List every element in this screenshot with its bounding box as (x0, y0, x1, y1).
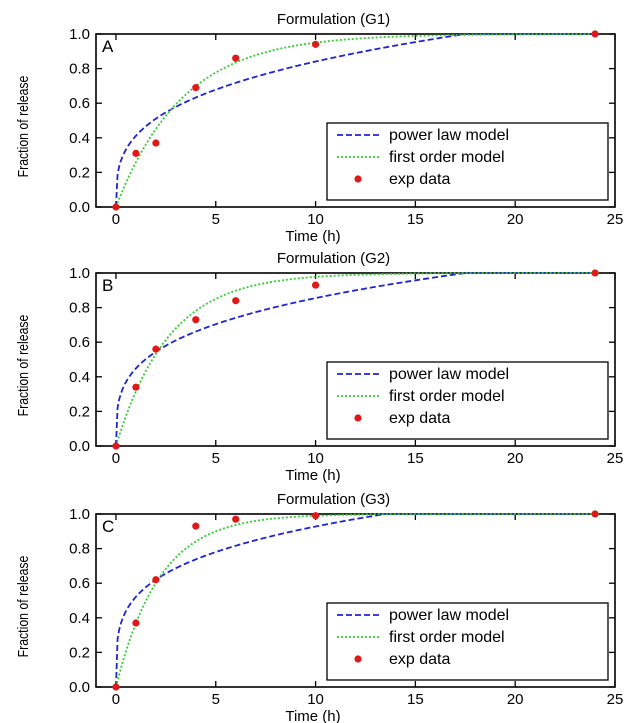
y-tick-label: 0.8 (69, 61, 90, 78)
x-axis-label: Time (h) (285, 467, 340, 484)
exp-data-point (152, 139, 160, 147)
x-tick-label: 5 (212, 450, 220, 467)
legend-swatch-exp-data (354, 655, 362, 663)
y-tick-label: 0.6 (69, 95, 90, 112)
legend-label: first order model (389, 388, 505, 405)
legend-label: exp data (389, 171, 450, 188)
y-tick-label: 0.4 (69, 610, 90, 627)
exp-data-point (591, 269, 599, 277)
x-tick-label: 15 (407, 211, 424, 228)
plot-frame (95, 272, 616, 447)
x-tick-label: 20 (507, 691, 524, 708)
y-tick-label: 0.2 (69, 644, 90, 661)
exp-data-point (311, 281, 320, 289)
legend-label: exp data (389, 410, 450, 427)
exp-data-point (152, 345, 160, 353)
exp-data-point (311, 40, 320, 48)
y-tick-label: 0.8 (69, 300, 90, 317)
x-tick-label: 25 (607, 691, 624, 708)
exp-data-point (192, 316, 200, 324)
chart-panel-a: Formulation (G1) A 0 5 10 15 20 25 0.0 0.2 0.4 0.6 0… (15, 11, 623, 245)
panel-label: C (102, 517, 114, 536)
legend-label: first order model (389, 149, 505, 166)
x-tick-label: 20 (507, 211, 524, 228)
y-tick-label: 0.6 (69, 575, 90, 592)
x-tick-label: 20 (507, 450, 524, 467)
exp-data-point (591, 510, 599, 518)
y-tick-label: 0.4 (69, 130, 90, 147)
chart-title: Formulation (G2) (277, 250, 390, 267)
first-order-curve (115, 513, 600, 688)
exp-data-point (132, 619, 140, 627)
exp-data-point (112, 683, 120, 691)
exp-data-point (591, 30, 599, 38)
x-tick-label: 0 (112, 691, 120, 708)
x-axis-label: Time (h) (285, 708, 340, 723)
y-tick-label: 0.2 (69, 403, 90, 420)
chart-panel-b: Formulation (G2) B 0 5 10 15 20 25 0.0 0.2 0.4 0.6 0… (15, 250, 623, 484)
x-tick-label: 25 (607, 450, 624, 467)
x-tick-label: 5 (212, 691, 220, 708)
y-tick-label: 1.0 (69, 26, 90, 43)
x-tick-label: 25 (607, 211, 624, 228)
y-axis-label: Fraction of release (15, 555, 31, 657)
y-tick-label: 1.0 (69, 506, 90, 523)
x-axis-label: Time (h) (285, 228, 340, 245)
chart-title: Formulation (G3) (277, 491, 390, 508)
y-tick-label: 0.4 (69, 369, 90, 386)
legend-label: power law model (389, 366, 509, 383)
x-tick-label: 5 (212, 211, 220, 228)
x-tick-label: 0 (112, 211, 120, 228)
chart-title: Formulation (G1) (277, 11, 390, 28)
panel-label: A (102, 37, 114, 56)
legend-label: first order model (389, 629, 505, 646)
x-tick-label: 10 (307, 211, 324, 228)
plot-frame (95, 33, 616, 208)
exp-data-point (132, 149, 140, 157)
legend-swatch-exp-data (354, 175, 362, 183)
chart-panel-c: Formulation (G3) C 0 5 10 15 20 25 0.0 0.2 0.4 0.6 0… (15, 491, 623, 723)
x-tick-label: 10 (307, 450, 324, 467)
exp-data-point (232, 515, 240, 523)
panel-label: B (102, 276, 113, 295)
x-tick-label: 0 (112, 450, 120, 467)
y-tick-label: 0.6 (69, 334, 90, 351)
exp-data-point (112, 203, 120, 211)
exp-data-point (192, 84, 200, 92)
y-axis-label: Fraction of release (15, 314, 31, 416)
first-order-curve (115, 272, 600, 447)
x-tick-label: 10 (307, 691, 324, 708)
power-law-curve (115, 33, 600, 208)
exp-data-point (232, 297, 240, 305)
power-law-curve (115, 513, 600, 688)
legend-label: exp data (389, 651, 450, 668)
exp-data-point (192, 522, 200, 530)
y-tick-label: 0.2 (69, 164, 90, 181)
legend-swatch-exp-data (354, 414, 362, 422)
legend-label: power law model (389, 607, 509, 624)
legend-label: power law model (389, 127, 509, 144)
y-tick-label: 1.0 (69, 265, 90, 282)
y-tick-label: 0.8 (69, 541, 90, 558)
exp-data-point (311, 512, 320, 520)
x-tick-label: 15 (407, 691, 424, 708)
exp-data-point (232, 54, 240, 62)
y-tick-label: 0.0 (69, 679, 90, 696)
x-tick-label: 15 (407, 450, 424, 467)
exp-data-point (152, 576, 160, 584)
y-tick-label: 0.0 (69, 199, 90, 216)
y-axis-label: Fraction of release (15, 75, 31, 177)
first-order-curve (115, 33, 600, 208)
exp-data-point (112, 442, 120, 450)
y-tick-label: 0.0 (69, 438, 90, 455)
exp-data-point (132, 383, 140, 391)
